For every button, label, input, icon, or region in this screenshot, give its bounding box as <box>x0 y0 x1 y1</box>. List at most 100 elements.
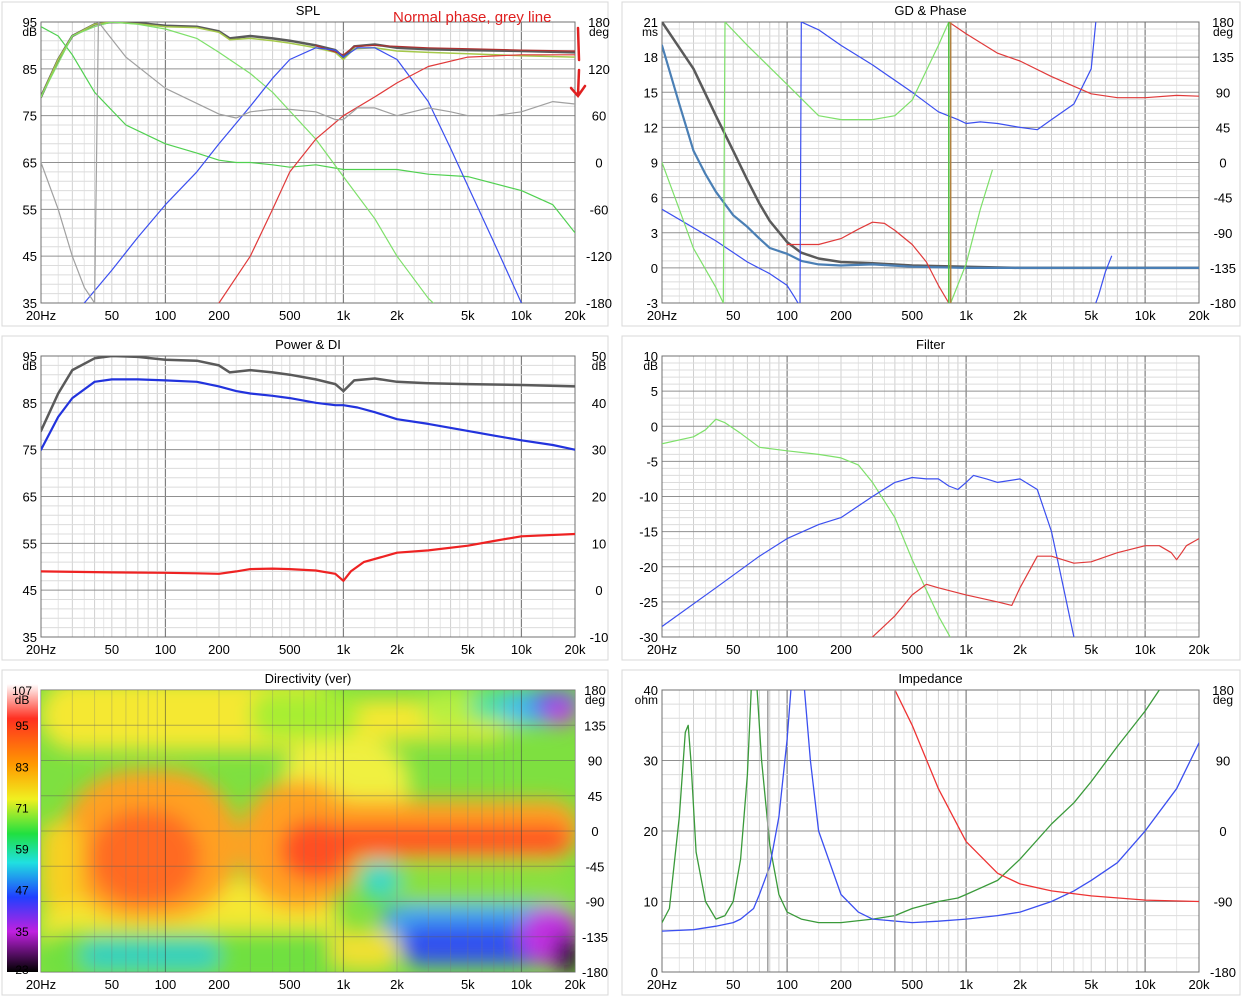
x-tick-label: 10k <box>1135 642 1156 657</box>
y-tick-label-left: -5 <box>646 454 658 469</box>
y-tick-label-left: 95 <box>23 15 37 30</box>
x-tick-label: 10k <box>511 642 532 657</box>
y-tick-label-left: 45 <box>23 249 37 264</box>
x-tick-label: 10k <box>511 977 532 992</box>
heatmap-blob <box>400 870 570 910</box>
heatmap-blob <box>90 810 200 905</box>
impedance-series-group <box>662 690 1199 932</box>
impedance-series-2 <box>662 690 792 932</box>
colorbar-tick-label: 107 <box>12 684 32 698</box>
x-tick-label: 10k <box>511 308 532 323</box>
filter-series-group <box>662 418 1199 637</box>
colorbar-tick-label: 95 <box>15 719 29 733</box>
x-tick-label: 20k <box>565 642 586 657</box>
x-tick-label: 200 <box>208 642 230 657</box>
spl-series-4 <box>41 22 434 303</box>
x-tick-label: 50 <box>726 308 740 323</box>
y-tick-label-right: -180 <box>1210 296 1236 311</box>
x-tick-label: 100 <box>155 642 177 657</box>
filter-plot-border <box>661 355 1200 638</box>
x-tick-label: 100 <box>776 308 798 323</box>
filter-series-1 <box>662 474 1075 637</box>
x-tick-label: 200 <box>830 977 852 992</box>
y-tick-label-right: 0 <box>1219 824 1226 839</box>
y-tick-label-right: 40 <box>592 396 606 411</box>
heatmap-blob <box>330 930 400 970</box>
y-tick-label-right: 60 <box>592 109 606 124</box>
gd-series-5 <box>1095 255 1113 303</box>
y-tick-label-left: 5 <box>651 384 658 399</box>
y-tick-label-right: 180 <box>584 683 606 698</box>
y-unit-right: deg <box>1213 693 1233 707</box>
gd-series-group <box>662 22 1199 303</box>
x-tick-label: 200 <box>830 642 852 657</box>
colorbar-tick-label: 83 <box>15 760 29 774</box>
gd-series-1 <box>662 44 1199 269</box>
y-tick-label-left: 85 <box>23 396 37 411</box>
colorbar-tick-label: 23 <box>15 963 29 977</box>
y-tick-label-left: 35 <box>23 296 37 311</box>
y-tick-label-left: -15 <box>639 525 658 540</box>
gd-title: GD & Phase <box>894 3 966 18</box>
y-tick-label-left: 85 <box>23 62 37 77</box>
colorbar-tick-label: 35 <box>15 925 29 939</box>
y-tick-label-left: -10 <box>639 490 658 505</box>
x-tick-label: 50 <box>726 977 740 992</box>
impedance-series-0 <box>662 690 752 924</box>
y-tick-label-left: 35 <box>23 630 37 645</box>
power-title: Power & DI <box>275 337 341 352</box>
spl-title: SPL <box>296 3 321 18</box>
y-tick-label-right: 0 <box>591 824 598 839</box>
y-tick-label-left: 65 <box>23 490 37 505</box>
y-tick-label-right: -135 <box>1210 261 1236 276</box>
y-unit-right: dB <box>592 359 607 373</box>
colorbar <box>7 684 38 972</box>
x-tick-label: 100 <box>155 308 177 323</box>
y-tick-label-left: 55 <box>23 202 37 217</box>
x-tick-label: 1k <box>337 977 351 992</box>
colorbar-tick-label: 59 <box>15 843 29 857</box>
y-tick-label-right: -180 <box>1210 965 1236 980</box>
y-tick-label-left: 75 <box>23 109 37 124</box>
x-tick-label: 1k <box>959 642 973 657</box>
y-unit-left: dB <box>22 25 37 39</box>
x-tick-label: 50 <box>726 642 740 657</box>
y-unit-right: deg <box>585 693 605 707</box>
spl-series-7 <box>41 22 575 303</box>
y-tick-label-right: -135 <box>582 930 608 945</box>
x-tick-label: 500 <box>279 308 301 323</box>
colorbar-tick-label: 71 <box>15 801 29 815</box>
y-tick-label-right: 90 <box>1216 85 1230 100</box>
y-tick-label-right: -180 <box>586 296 612 311</box>
y-tick-label-left: 9 <box>651 156 658 171</box>
x-tick-label: 50 <box>105 642 119 657</box>
y-tick-label-right: -45 <box>1214 191 1233 206</box>
colorbar-unit: dB <box>15 693 30 707</box>
y-tick-label-right: 10 <box>592 536 606 551</box>
y-tick-label-right: 180 <box>588 15 610 30</box>
filter-title: Filter <box>916 337 946 352</box>
impedance-title: Impedance <box>898 671 962 686</box>
x-tick-label: 10k <box>1135 977 1156 992</box>
x-tick-label: 1k <box>959 977 973 992</box>
y-tick-label-right: 180 <box>1212 683 1234 698</box>
y-tick-label-right: 135 <box>1212 50 1234 65</box>
power-series-0 <box>41 356 575 433</box>
heatmap-blob <box>555 935 575 972</box>
y-tick-label-right: -60 <box>590 202 609 217</box>
gd-series-2 <box>786 221 950 303</box>
x-tick-label: 20Hz <box>26 308 56 323</box>
y-tick-label-right: -180 <box>582 965 608 980</box>
heatmap-blob <box>330 825 570 853</box>
spl-annotation-text: Normal phase, grey line <box>393 9 551 26</box>
x-tick-label: 100 <box>776 977 798 992</box>
colorbar-tick-label: 47 <box>15 884 29 898</box>
x-tick-label: 20Hz <box>647 642 677 657</box>
y-tick-label-left: 0 <box>651 965 658 980</box>
gd-series-8 <box>950 169 993 303</box>
y-unit-left: dB <box>22 359 37 373</box>
gd-series-3 <box>662 208 799 303</box>
x-tick-label: 2k <box>1013 308 1027 323</box>
x-tick-label: 5k <box>1084 977 1098 992</box>
